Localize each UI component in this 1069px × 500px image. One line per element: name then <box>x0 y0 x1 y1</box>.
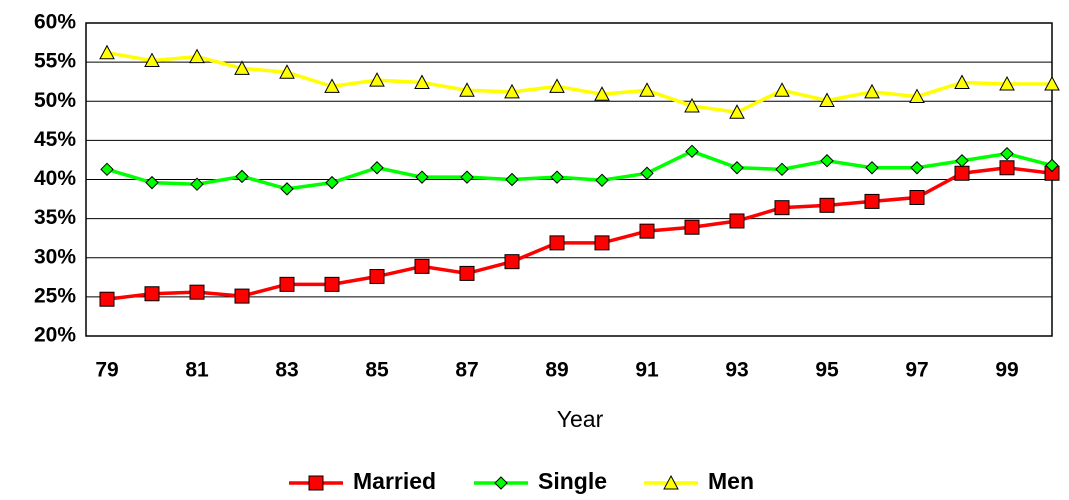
marker <box>639 82 655 97</box>
marker <box>414 74 430 89</box>
marker <box>190 177 204 191</box>
marker <box>955 154 969 168</box>
marker <box>910 161 924 175</box>
marker <box>144 286 160 302</box>
legend-marker <box>308 475 324 491</box>
marker <box>1044 75 1060 91</box>
legend-item: Men <box>644 468 754 494</box>
marker <box>504 254 520 270</box>
marker <box>595 173 609 187</box>
y-tick-label: 20% <box>34 324 76 347</box>
legend-label: Married <box>353 468 436 494</box>
marker <box>954 74 970 89</box>
marker <box>684 97 700 113</box>
marker <box>1000 146 1014 161</box>
marker <box>460 170 474 184</box>
y-tick-label: 60% <box>34 11 76 34</box>
x-tick-label: 93 <box>725 359 748 382</box>
marker <box>594 86 610 101</box>
marker <box>325 175 339 190</box>
marker <box>99 291 115 307</box>
marker <box>415 170 429 184</box>
marker <box>324 276 340 292</box>
x-tick-label: 97 <box>905 359 928 382</box>
marker <box>684 219 700 235</box>
marker <box>730 161 744 175</box>
marker <box>369 72 385 87</box>
x-tick-label: 95 <box>815 359 839 382</box>
marker <box>280 182 294 196</box>
y-tick-label: 40% <box>34 167 76 190</box>
legend-marker <box>494 476 508 490</box>
marker <box>414 258 430 274</box>
marker <box>774 82 790 97</box>
marker <box>370 161 384 175</box>
marker <box>235 169 249 184</box>
x-tick-label: 83 <box>275 359 298 382</box>
marker <box>459 265 475 281</box>
marker <box>189 48 205 64</box>
marker <box>909 88 925 104</box>
marker <box>234 60 250 75</box>
marker <box>774 200 790 216</box>
marker <box>640 166 654 180</box>
x-tick-label: 99 <box>995 359 1018 382</box>
marker <box>99 44 115 60</box>
series-line <box>106 165 1053 301</box>
marker <box>685 144 699 159</box>
marker <box>549 78 565 93</box>
legend-marker <box>663 474 679 490</box>
marker <box>324 78 340 93</box>
marker <box>1045 158 1059 173</box>
marker <box>145 175 159 190</box>
y-tick-label: 50% <box>34 89 76 112</box>
marker <box>279 64 295 79</box>
marker <box>729 104 745 119</box>
marker <box>549 235 565 251</box>
marker <box>999 75 1015 91</box>
marker <box>729 213 745 229</box>
x-tick-label: 81 <box>185 359 209 382</box>
marker <box>909 189 925 205</box>
series-line <box>106 51 1052 115</box>
marker <box>864 83 880 99</box>
marker <box>459 82 475 97</box>
x-tick-label: 89 <box>545 359 568 382</box>
marker <box>819 92 835 107</box>
x-tick-label: 85 <box>365 359 389 382</box>
y-tick-label: 35% <box>34 206 76 229</box>
marker <box>594 235 610 251</box>
marker <box>189 284 205 300</box>
legend-label: Single <box>538 468 607 494</box>
marker <box>234 288 250 304</box>
marker <box>865 161 879 175</box>
marker <box>819 197 835 213</box>
marker <box>999 160 1015 176</box>
marker <box>279 276 295 292</box>
marker <box>954 165 970 181</box>
x-tick-label: 87 <box>455 359 478 382</box>
legend-item: Single <box>474 468 607 494</box>
legend-item: Married <box>289 468 436 494</box>
y-tick-label: 30% <box>34 245 76 268</box>
legend-label: Men <box>708 468 754 494</box>
marker <box>100 162 114 177</box>
marker <box>775 162 789 177</box>
y-tick-label: 25% <box>34 284 76 307</box>
marker <box>864 193 880 209</box>
x-axis-title: Year <box>557 406 604 432</box>
marker <box>504 83 520 99</box>
marker <box>820 154 834 168</box>
marker <box>505 172 519 187</box>
marker <box>369 269 385 285</box>
marker <box>639 223 655 239</box>
series-line <box>106 149 1053 191</box>
x-tick-label: 79 <box>95 359 118 382</box>
marker <box>144 52 160 68</box>
x-tick-label: 91 <box>635 359 659 382</box>
y-tick-label: 45% <box>34 128 76 151</box>
marker <box>550 170 564 184</box>
y-tick-label: 55% <box>34 50 76 73</box>
